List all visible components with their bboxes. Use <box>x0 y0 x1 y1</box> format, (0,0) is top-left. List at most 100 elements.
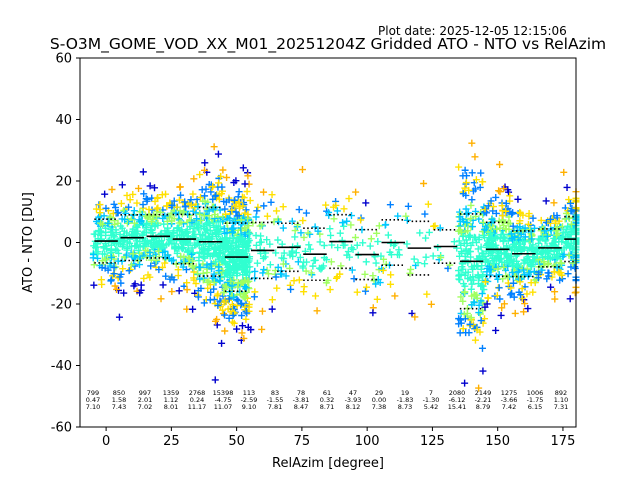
data-point <box>268 191 276 199</box>
data-point <box>196 210 204 218</box>
data-point <box>223 244 231 252</box>
data-point <box>545 260 553 268</box>
data-point <box>108 186 116 194</box>
data-point <box>268 296 276 304</box>
data-point <box>263 236 271 244</box>
bin-count-label: 15398 <box>213 389 234 397</box>
y-tick-label: -40 <box>51 359 72 374</box>
data-point <box>373 295 381 303</box>
y-tick-label: -60 <box>51 421 72 436</box>
data-point <box>462 247 470 255</box>
data-point <box>543 275 551 283</box>
data-point <box>98 257 106 265</box>
data-point <box>202 185 210 193</box>
data-point <box>247 326 255 334</box>
data-point <box>521 300 529 308</box>
data-point <box>310 257 318 265</box>
data-point <box>471 336 479 344</box>
data-point <box>320 254 328 262</box>
data-point <box>446 261 454 269</box>
data-point <box>189 190 197 198</box>
data-point <box>366 242 374 250</box>
data-point <box>471 291 479 299</box>
data-point <box>223 270 231 278</box>
data-point <box>500 185 508 193</box>
data-point <box>369 309 377 317</box>
bin-std-label: 7.42 <box>502 403 516 411</box>
data-point <box>302 209 310 217</box>
data-point <box>531 224 539 232</box>
bin-count-label: 1275 <box>501 389 518 397</box>
bin-count-label: 850 <box>113 389 125 397</box>
data-point <box>450 238 458 246</box>
data-point <box>330 215 338 223</box>
data-point <box>373 229 381 237</box>
data-point <box>223 173 231 181</box>
data-point <box>353 241 361 249</box>
data-point <box>233 325 241 333</box>
data-point <box>200 299 208 307</box>
data-point <box>514 268 522 276</box>
data-point <box>140 190 148 198</box>
data-point <box>188 262 196 270</box>
data-point <box>479 367 487 375</box>
data-point <box>233 212 241 220</box>
data-point <box>379 266 387 274</box>
data-point <box>567 207 575 215</box>
data-point <box>272 249 280 257</box>
data-point <box>492 193 500 201</box>
data-point <box>118 215 126 223</box>
data-point <box>557 259 565 267</box>
data-point <box>377 252 385 260</box>
data-point <box>233 269 241 277</box>
data-point <box>466 320 474 328</box>
data-point <box>299 264 307 272</box>
data-point <box>209 205 217 213</box>
data-point <box>118 181 126 189</box>
data-point <box>168 201 176 209</box>
chart-title: S-O3M_GOME_VOD_XX_M01_20251204Z Gridded … <box>49 35 607 53</box>
data-point <box>122 209 130 217</box>
data-point <box>111 204 119 212</box>
data-point <box>229 248 237 256</box>
data-point <box>495 284 503 292</box>
data-point <box>120 227 128 235</box>
data-point <box>148 218 155 226</box>
data-point <box>457 248 465 256</box>
data-point <box>511 309 519 317</box>
data-point <box>183 286 191 294</box>
data-point <box>474 280 482 288</box>
bin-std-label: 9.10 <box>242 403 256 411</box>
data-point <box>176 207 184 215</box>
data-point <box>250 293 258 301</box>
bin-mean-label: 0.32 <box>320 396 334 404</box>
data-point <box>386 201 394 209</box>
data-point <box>457 241 465 249</box>
data-point <box>537 216 545 224</box>
data-point <box>498 258 506 266</box>
data-point <box>102 224 110 232</box>
data-point <box>220 298 228 306</box>
data-point <box>504 186 512 194</box>
data-point <box>475 384 483 392</box>
data-point <box>471 153 479 161</box>
data-point <box>111 282 119 290</box>
data-point <box>146 252 154 260</box>
data-point <box>313 307 321 315</box>
data-point <box>332 201 340 209</box>
data-point <box>266 261 274 269</box>
data-point <box>493 225 501 233</box>
data-point <box>553 264 561 272</box>
data-point <box>475 301 483 309</box>
data-point <box>463 218 471 226</box>
bin-std-label: 8.71 <box>320 403 334 411</box>
data-point <box>245 222 253 230</box>
data-point <box>502 199 510 207</box>
data-point <box>436 224 444 232</box>
x-tick-label: 100 <box>355 434 380 449</box>
bin-mean-label: -2.21 <box>475 396 492 404</box>
data-point <box>566 244 574 252</box>
data-point <box>203 278 211 286</box>
data-point <box>567 220 575 228</box>
